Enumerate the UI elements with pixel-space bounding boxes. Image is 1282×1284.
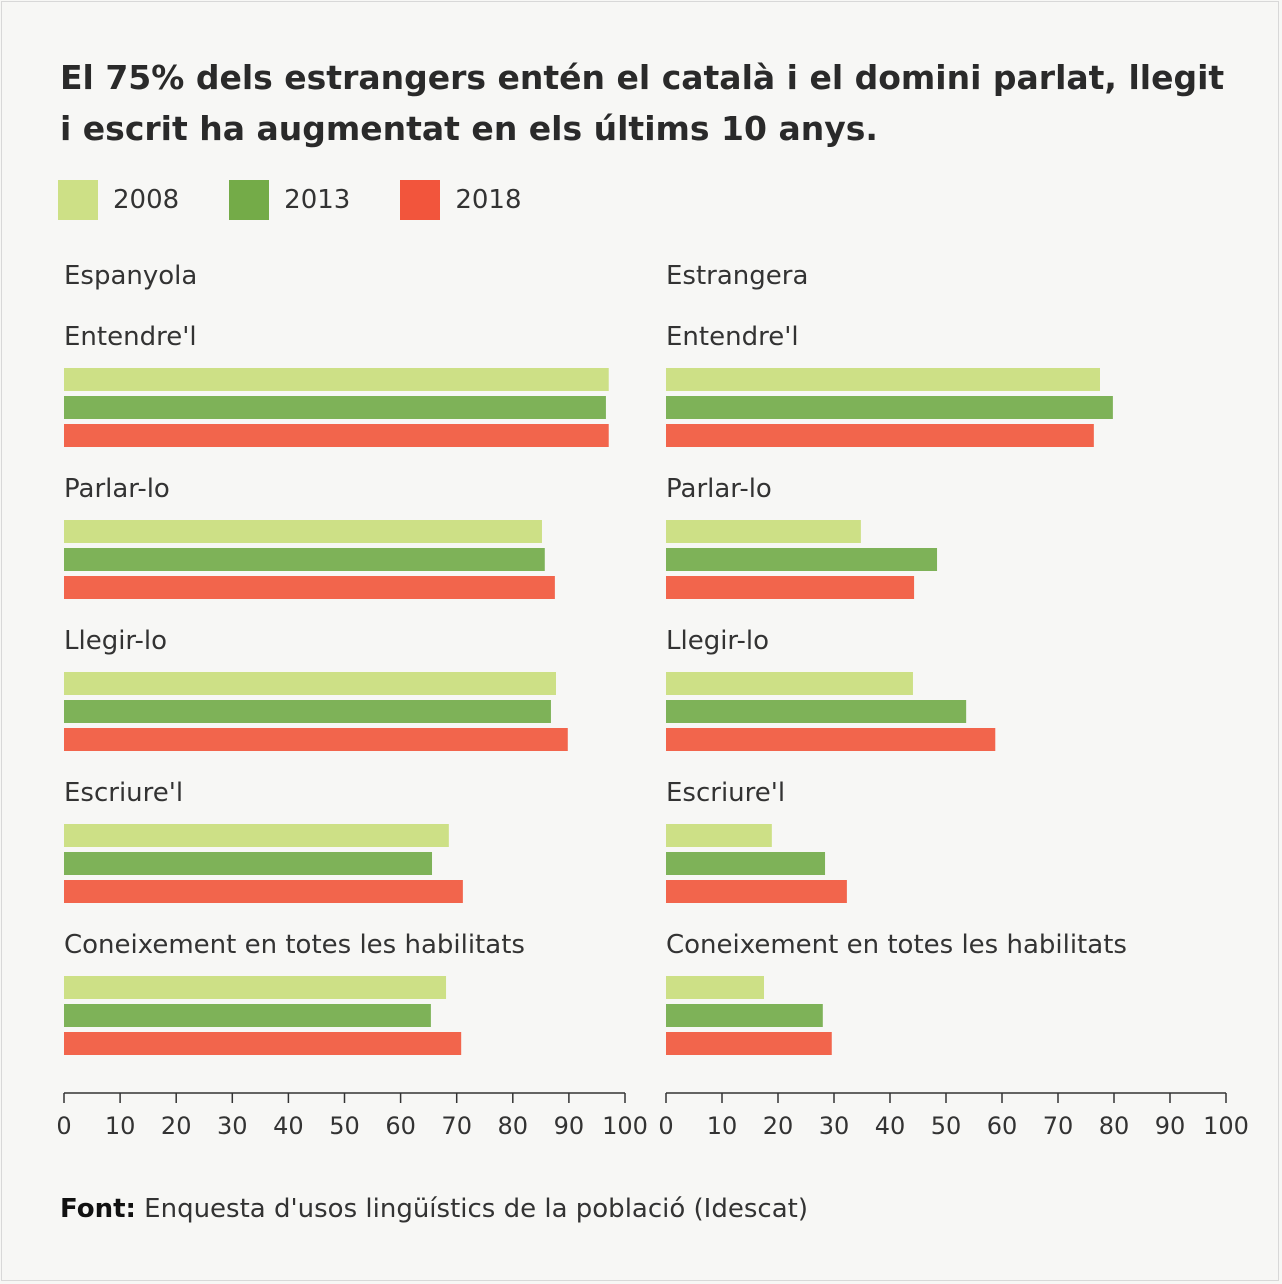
category-label: Entendre'l <box>666 322 799 352</box>
bar-2018 <box>64 728 568 751</box>
legend-item-2008: 2008 <box>58 180 179 220</box>
bar-2018 <box>64 880 463 903</box>
category-label: Entendre'l <box>64 322 197 352</box>
x-tick-label: 0 <box>56 1112 71 1140</box>
bar-2013 <box>666 396 1113 419</box>
legend-swatch-2013 <box>229 180 270 220</box>
source-label: Font: <box>60 1194 136 1224</box>
category-label: Llegir-lo <box>666 626 769 656</box>
category-label: Coneixement en totes les habilitats <box>666 930 1127 960</box>
bar-2013 <box>64 1004 431 1027</box>
legend-label-2008: 2008 <box>113 185 180 215</box>
category-label: Parlar-lo <box>666 474 772 504</box>
chart-title: El 75% dels estrangers entén el català i… <box>60 58 1225 148</box>
category-label: Coneixement en totes les habilitats <box>64 930 525 960</box>
bar-2018 <box>64 1032 462 1055</box>
legend-swatch-2008 <box>58 180 98 220</box>
bar-2008 <box>64 824 449 847</box>
source-note: Font: Enquesta d'usos lingüístics de la … <box>60 1194 808 1224</box>
panel-title: Espanyola <box>64 261 197 291</box>
x-tick-label: 40 <box>875 1112 906 1140</box>
x-tick-label: 50 <box>329 1112 360 1140</box>
x-tick-label: 10 <box>105 1112 136 1140</box>
bar-2013 <box>64 396 606 419</box>
source-text: Enquesta d'usos lingüístics de la poblac… <box>144 1194 808 1224</box>
bar-2008 <box>666 672 913 695</box>
category-label: Escriure'l <box>666 778 785 808</box>
bar-2018 <box>64 576 555 599</box>
x-tick-label: 20 <box>161 1112 192 1140</box>
bar-2018 <box>666 728 996 751</box>
category-label: Llegir-lo <box>64 626 167 656</box>
bar-2018 <box>666 1032 832 1055</box>
bar-2013 <box>64 700 551 723</box>
bar-2008 <box>666 368 1100 391</box>
bar-2008 <box>64 976 447 999</box>
bar-2013 <box>666 700 967 723</box>
bar-2008 <box>64 520 542 543</box>
bar-2018 <box>666 424 1094 447</box>
bar-2013 <box>666 1004 823 1027</box>
legend-swatch-2018 <box>400 180 441 220</box>
bar-2013 <box>64 852 433 875</box>
bar-2008 <box>64 368 609 391</box>
bar-2008 <box>64 672 556 695</box>
bar-2013 <box>64 548 545 571</box>
bar-2013 <box>666 852 826 875</box>
panel-title: Estrangera <box>666 261 808 291</box>
bar-2018 <box>64 424 609 447</box>
bar-2013 <box>666 548 938 571</box>
legend-label-2013: 2013 <box>284 185 351 215</box>
category-label: Escriure'l <box>64 778 183 808</box>
bar-2018 <box>666 880 847 903</box>
legend-item-2018: 2018 <box>400 180 522 220</box>
x-tick-label: 30 <box>819 1112 850 1140</box>
x-tick-label: 40 <box>273 1112 304 1140</box>
legend-item-2013: 2013 <box>229 180 350 220</box>
x-tick-label: 10 <box>707 1112 738 1140</box>
x-tick-label: 60 <box>385 1112 416 1140</box>
x-tick-label: 100 <box>1203 1112 1249 1140</box>
x-tick-label: 50 <box>931 1112 962 1140</box>
x-tick-label: 90 <box>1155 1112 1186 1140</box>
bar-2008 <box>666 824 772 847</box>
bar-2008 <box>666 520 861 543</box>
x-tick-label: 90 <box>554 1112 585 1140</box>
x-tick-label: 0 <box>658 1112 673 1140</box>
x-tick-label: 80 <box>498 1112 529 1140</box>
x-tick-label: 70 <box>1043 1112 1074 1140</box>
x-tick-label: 70 <box>441 1112 472 1140</box>
bar-2008 <box>666 976 764 999</box>
bar-2018 <box>666 576 915 599</box>
x-tick-label: 80 <box>1099 1112 1130 1140</box>
x-tick-label: 60 <box>987 1112 1018 1140</box>
x-tick-label: 20 <box>763 1112 794 1140</box>
legend: 2008 2013 2018 <box>58 180 572 220</box>
x-tick-label: 30 <box>217 1112 248 1140</box>
legend-label-2018: 2018 <box>455 185 522 215</box>
category-label: Parlar-lo <box>64 474 170 504</box>
x-tick-label: 100 <box>602 1112 648 1140</box>
